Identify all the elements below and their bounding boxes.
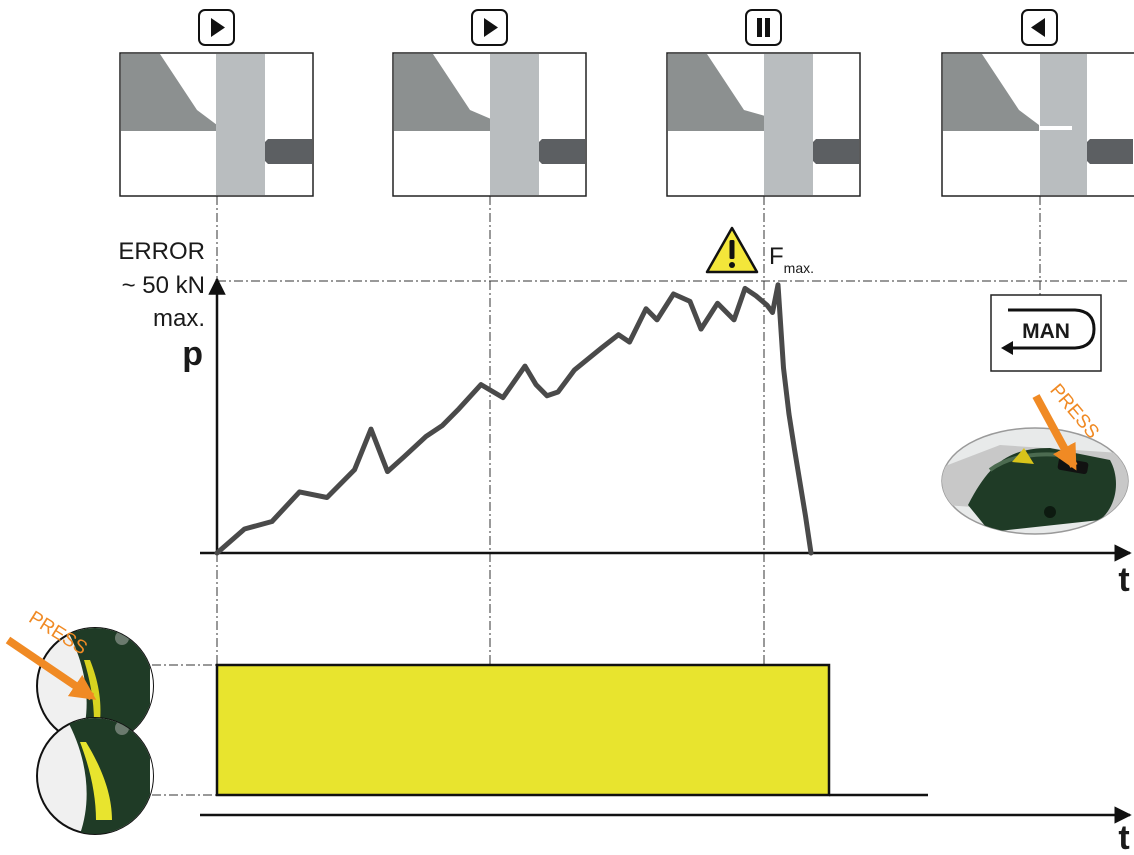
trigger-signal [200,663,1132,824]
error-label: ERROR [118,238,205,265]
trigger-released-icon [36,717,154,835]
pressure-curve [214,282,814,556]
phase-2-panel [392,52,587,197]
phase-1-play-icon[interactable] [198,9,235,46]
phase-4-reverse-icon[interactable] [1021,9,1058,46]
warning-icon [705,226,759,274]
tool-photo-manual: PRESS [941,380,1129,535]
t-axis-upper-label: t [1118,561,1129,599]
man-button[interactable]: MAN [990,294,1102,372]
pressure-chart [200,277,1132,562]
phase-2-play-icon[interactable] [471,9,508,46]
press-arrow-trigger [5,636,97,701]
signal-pulse [215,663,831,797]
p-axis-label: p [182,335,203,373]
press-arrow-manual [1032,394,1078,471]
phase-1-panel [119,52,314,197]
fmax-label-main: F [769,243,784,270]
fmax-label-subscript: max. [784,260,814,276]
man-button-label: MAN [1022,320,1070,343]
t-axis-lower-label: t [1118,819,1129,855]
fmax-label: Fmax. [769,243,814,276]
phase-3-pause-icon[interactable] [745,9,782,46]
force-label: ~ 50 kN [122,272,205,299]
phase-4-panel [941,52,1134,197]
phase-3-panel [666,52,861,197]
max-label: max. [153,305,205,332]
